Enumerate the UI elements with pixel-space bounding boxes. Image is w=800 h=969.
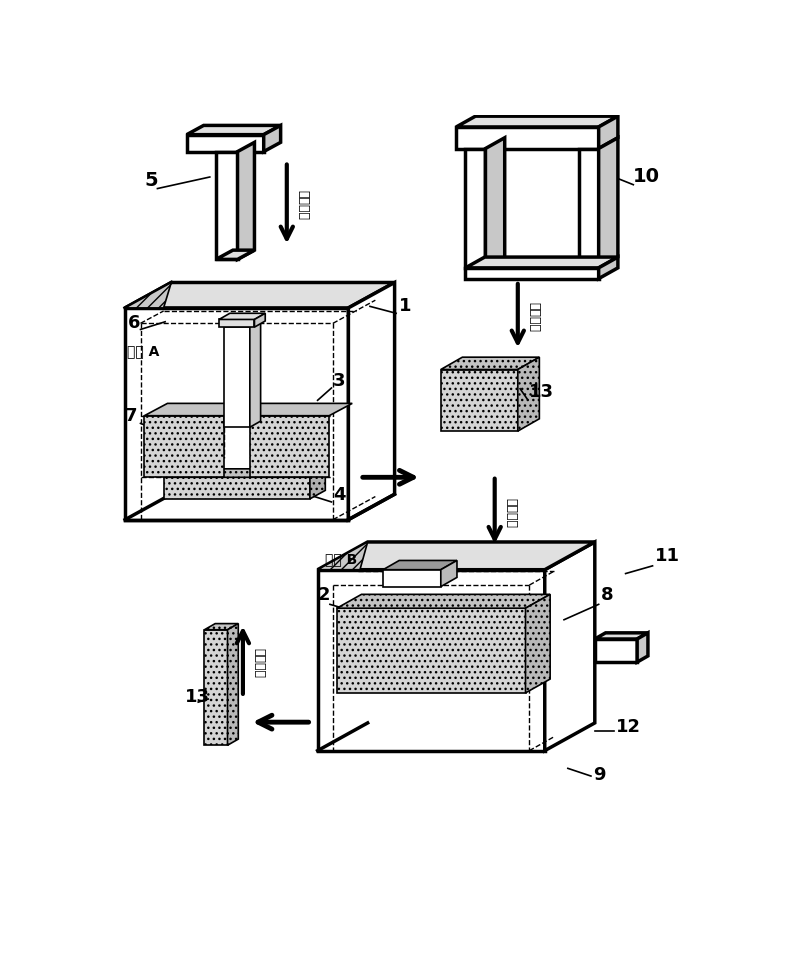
Polygon shape <box>318 543 368 570</box>
Text: 截面 B: 截面 B <box>326 551 358 566</box>
Text: 镇压方向: 镇压方向 <box>527 301 540 331</box>
Polygon shape <box>441 358 539 370</box>
Text: 9: 9 <box>594 766 606 783</box>
Polygon shape <box>545 543 594 751</box>
Polygon shape <box>186 126 281 136</box>
Polygon shape <box>318 570 545 751</box>
Polygon shape <box>486 139 505 268</box>
Polygon shape <box>125 283 394 308</box>
Text: 水平镇压: 水平镇压 <box>504 497 517 527</box>
Polygon shape <box>163 478 310 499</box>
Polygon shape <box>144 417 224 478</box>
Text: 2: 2 <box>318 585 330 604</box>
Polygon shape <box>163 469 326 478</box>
Polygon shape <box>144 404 352 417</box>
Text: 截面 A: 截面 A <box>127 344 160 358</box>
Text: 1: 1 <box>398 297 411 315</box>
Polygon shape <box>310 469 326 499</box>
Polygon shape <box>456 128 598 149</box>
Polygon shape <box>216 152 238 260</box>
Polygon shape <box>219 314 266 320</box>
Polygon shape <box>238 143 254 260</box>
Polygon shape <box>186 136 264 152</box>
Polygon shape <box>216 251 254 260</box>
Polygon shape <box>318 543 594 570</box>
Polygon shape <box>466 258 618 268</box>
Text: 5: 5 <box>144 171 158 190</box>
Polygon shape <box>456 117 618 128</box>
Polygon shape <box>264 126 281 152</box>
Text: 3: 3 <box>333 371 346 390</box>
Polygon shape <box>125 283 171 308</box>
Text: 12: 12 <box>616 718 642 735</box>
Polygon shape <box>337 609 526 693</box>
Polygon shape <box>383 561 457 570</box>
Polygon shape <box>466 268 598 279</box>
Polygon shape <box>594 640 637 663</box>
Polygon shape <box>598 258 618 279</box>
Polygon shape <box>466 149 486 268</box>
Text: 13: 13 <box>185 687 210 704</box>
Polygon shape <box>526 595 550 693</box>
Polygon shape <box>598 117 618 149</box>
Text: 13: 13 <box>530 383 554 401</box>
Polygon shape <box>125 308 349 520</box>
Polygon shape <box>254 314 266 328</box>
Polygon shape <box>349 283 394 520</box>
Polygon shape <box>578 149 598 268</box>
Polygon shape <box>594 633 648 640</box>
Polygon shape <box>441 370 518 431</box>
Text: 7: 7 <box>125 406 138 424</box>
Text: 11: 11 <box>655 547 680 565</box>
Polygon shape <box>219 320 254 328</box>
Polygon shape <box>250 417 329 478</box>
Polygon shape <box>637 633 648 663</box>
Text: 4: 4 <box>333 485 346 503</box>
Polygon shape <box>250 322 261 427</box>
Polygon shape <box>205 630 227 745</box>
Text: 镇压方向: 镇压方向 <box>296 190 309 220</box>
Polygon shape <box>227 624 238 745</box>
Polygon shape <box>205 624 238 630</box>
Polygon shape <box>518 358 539 431</box>
Polygon shape <box>224 328 250 427</box>
Polygon shape <box>337 595 550 609</box>
Text: 8: 8 <box>601 585 614 604</box>
Polygon shape <box>441 561 457 587</box>
Text: 6: 6 <box>127 314 140 331</box>
Polygon shape <box>383 570 441 587</box>
Text: 10: 10 <box>634 167 660 186</box>
Polygon shape <box>598 139 618 268</box>
Text: 正向镇压: 正向镇压 <box>252 647 265 677</box>
